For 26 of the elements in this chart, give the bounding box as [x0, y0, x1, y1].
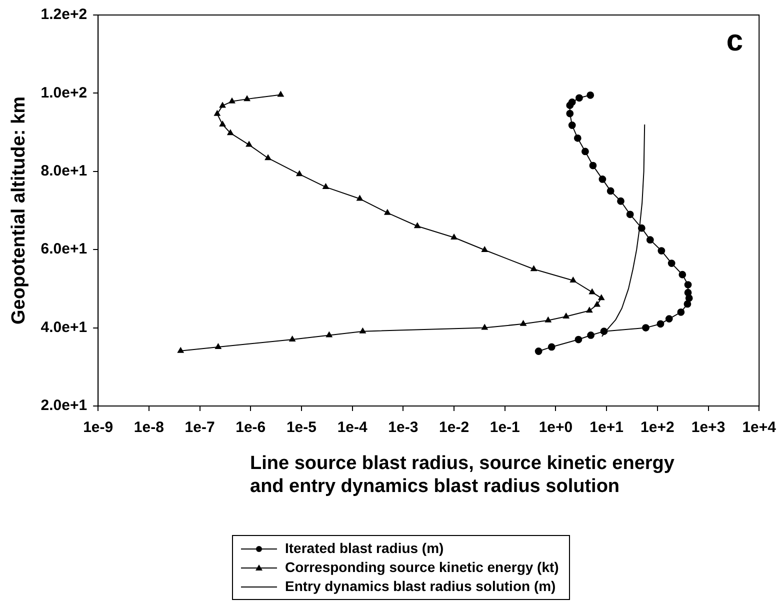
legend-label: Corresponding source kinetic energy (kt) — [285, 558, 559, 577]
legend-label: Iterated blast radius (m) — [285, 539, 444, 558]
x-tick-label: 1e-3 — [388, 419, 418, 436]
y-tick-label: 4.0e+1 — [40, 318, 88, 336]
y-tick-label: 8.0e+1 — [40, 162, 88, 180]
x-tick-label: 1e-4 — [337, 419, 368, 436]
x-tick-label: 1e+2 — [640, 419, 674, 436]
y-tick-label: 2.0e+1 — [40, 397, 88, 414]
x-tick-label: 1e+1 — [590, 419, 624, 436]
x-tick-label: 1e+3 — [691, 419, 726, 436]
x-axis-title: Line source blast radius, source kinetic energy and entry dynamics blast radius solution — [250, 452, 676, 498]
x-tick-label: 1e-6 — [236, 419, 266, 436]
x-tick-label: 1e-5 — [286, 419, 316, 436]
x-tick-label: 1e+0 — [538, 419, 573, 436]
x-tick-label: 1e-1 — [490, 419, 520, 436]
legend-label: Entry dynamics blast radius solution (m) — [285, 577, 556, 596]
y-axis-title: Geopotential altitude: km — [8, 96, 30, 325]
y-tick-label: 6.0e+1 — [40, 240, 88, 258]
x-tick-label: 1e+4 — [742, 419, 777, 436]
x-tick-label: 1e-2 — [439, 419, 470, 436]
x-tick-label: 1e-9 — [83, 419, 114, 436]
x-tick-label: 1e-7 — [184, 419, 215, 436]
y-tick-label: 1.2e+2 — [40, 6, 88, 24]
x-tick-label: 1e-8 — [134, 419, 164, 436]
annotation: c — [726, 24, 744, 58]
y-tick-label: 1.0e+2 — [40, 84, 88, 102]
